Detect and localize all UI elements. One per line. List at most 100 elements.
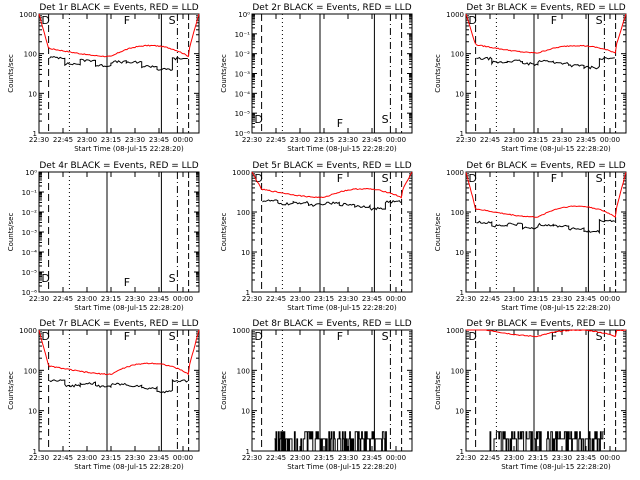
- x-tick-label: 23:45: [362, 136, 382, 144]
- y-tick-label: 10⁻⁵: [22, 269, 38, 277]
- event-marker-label: F: [551, 172, 557, 185]
- x-tick-label: 23:15: [101, 136, 121, 144]
- y-tick-label: 100: [237, 209, 250, 217]
- y-axis-label: Counts/sec: [434, 371, 442, 410]
- x-tick-label: 23:30: [552, 295, 572, 303]
- y-tick-label: 100: [451, 51, 464, 59]
- x-tick-label: 00:00: [386, 295, 406, 303]
- y-axis-label: Counts/sec: [220, 213, 228, 252]
- series-line-1: [465, 172, 627, 218]
- x-tick-label: 00:00: [173, 454, 193, 462]
- x-tick-label: 23:15: [314, 136, 334, 144]
- x-axis-label: Start Time (08-Jul-15 22:28:20): [74, 463, 184, 471]
- y-tick-label: 1000: [446, 11, 464, 19]
- series-line-1: [38, 329, 200, 376]
- x-tick-label: 22:45: [53, 295, 73, 303]
- y-tick-label: 1000: [446, 327, 464, 335]
- y-tick-label: 10: [241, 408, 250, 416]
- x-tick-label: 23:00: [504, 136, 524, 144]
- chart-title: Det 5r BLACK = Events, RED = LLD: [252, 161, 411, 171]
- x-tick-label: 22:30: [456, 454, 476, 462]
- x-tick-label: 23:00: [77, 295, 97, 303]
- plot-frame: [465, 13, 627, 134]
- y-tick-label: 10: [28, 90, 37, 98]
- x-tick-label: 23:30: [338, 295, 358, 303]
- x-tick-label: 22:45: [53, 454, 73, 462]
- chart-title: Det 8r BLACK = Events, RED = LLD: [252, 319, 411, 329]
- x-tick-label: 00:00: [600, 454, 620, 462]
- event-marker-label: S: [596, 14, 603, 27]
- series-line-2: [476, 56, 615, 70]
- event-marker-label: D: [468, 172, 476, 185]
- x-tick-label: 00:00: [386, 454, 406, 462]
- x-tick-label: 23:00: [290, 295, 310, 303]
- series-line-2: [49, 55, 188, 71]
- event-marker-label: F: [551, 330, 557, 343]
- chart-title: Det 2r BLACK = Events, RED = LLD: [252, 3, 411, 13]
- x-axis-label: Start Time (08-Jul-15 22:28:20): [501, 145, 611, 153]
- y-tick-label: 10: [455, 249, 464, 257]
- y-tick-label: 10: [28, 408, 37, 416]
- x-tick-label: 22:45: [266, 136, 286, 144]
- chart-title: Det 6r BLACK = Events, RED = LLD: [466, 161, 625, 171]
- x-tick-label: 23:30: [338, 454, 358, 462]
- y-tick-label: 10⁻³: [235, 71, 251, 79]
- y-tick-label: 10⁰: [238, 11, 250, 19]
- y-tick-label: 1: [460, 130, 464, 138]
- y-tick-label: 1: [460, 289, 464, 297]
- event-marker-label: S: [169, 14, 176, 27]
- series-line-1: [251, 171, 413, 199]
- chart-panel-3: Det 3r BLACK = Events, RED = LLD 1 10 100 10…: [434, 3, 627, 153]
- y-tick-label: 10⁻¹: [235, 31, 251, 39]
- event-marker-label: D: [468, 330, 476, 343]
- y-tick-label: 1: [33, 130, 37, 138]
- x-tick-label: 22:30: [29, 136, 49, 144]
- y-tick-label: 10⁻¹: [22, 189, 38, 197]
- x-tick-label: 23:45: [149, 136, 169, 144]
- x-tick-label: 23:45: [576, 454, 596, 462]
- y-tick-label: 100: [451, 209, 464, 217]
- series-line-1: [38, 13, 200, 58]
- y-tick-label: 1000: [19, 327, 37, 335]
- series-line-1: [466, 329, 627, 338]
- y-tick-label: 10⁻⁴: [235, 90, 251, 98]
- x-tick-label: 23:30: [125, 454, 145, 462]
- event-marker-label: D: [254, 113, 262, 126]
- series-line-2: [49, 378, 189, 394]
- y-tick-label: 1000: [232, 169, 250, 177]
- y-tick-label: 1000: [446, 169, 464, 177]
- y-tick-label: 1: [460, 448, 464, 456]
- y-axis-label: Counts/sec: [220, 54, 228, 93]
- event-marker-label: S: [596, 172, 603, 185]
- x-tick-label: 23:45: [149, 454, 169, 462]
- event-marker-label: F: [124, 330, 130, 343]
- y-tick-label: 1: [246, 448, 250, 456]
- plot-frame: [465, 171, 627, 293]
- x-tick-label: 23:00: [77, 454, 97, 462]
- y-tick-label: 1: [246, 289, 250, 297]
- y-axis-label: Counts/sec: [7, 371, 15, 410]
- x-tick-label: 22:30: [242, 295, 262, 303]
- x-tick-label: 23:30: [125, 136, 145, 144]
- y-tick-label: 10⁰: [25, 169, 37, 177]
- chart-panel-5: Det 5r BLACK = Events, RED = LLD 1 10 100 10…: [220, 161, 413, 312]
- plot-frame: [251, 171, 413, 293]
- plot-frame: [38, 329, 200, 452]
- x-tick-label: 22:30: [242, 136, 262, 144]
- chart-title: Det 7r BLACK = Events, RED = LLD: [39, 319, 198, 329]
- chart-panel-4: Det 4r BLACK = Events, RED = LLD 10⁻⁶ 10⁻⁵…: [7, 161, 200, 312]
- series-line-2: [488, 431, 604, 452]
- chart-panel-2: Det 2r BLACK = Events, RED = LLD 10⁻⁶ 10⁻⁵…: [220, 3, 413, 153]
- chart-title: Det 1r BLACK = Events, RED = LLD: [39, 3, 198, 13]
- x-tick-label: 23:30: [125, 295, 145, 303]
- x-tick-label: 23:45: [362, 295, 382, 303]
- event-marker-label: S: [169, 330, 176, 343]
- x-tick-label: 22:30: [242, 454, 262, 462]
- y-axis-label: Counts/sec: [434, 213, 442, 252]
- x-tick-label: 23:15: [314, 454, 334, 462]
- x-tick-label: 23:45: [576, 295, 596, 303]
- y-tick-label: 100: [237, 367, 250, 375]
- x-axis-label: Start Time (08-Jul-15 22:28:20): [287, 463, 397, 471]
- y-tick-label: 10⁻²: [235, 51, 251, 59]
- series-line-1: [465, 13, 627, 54]
